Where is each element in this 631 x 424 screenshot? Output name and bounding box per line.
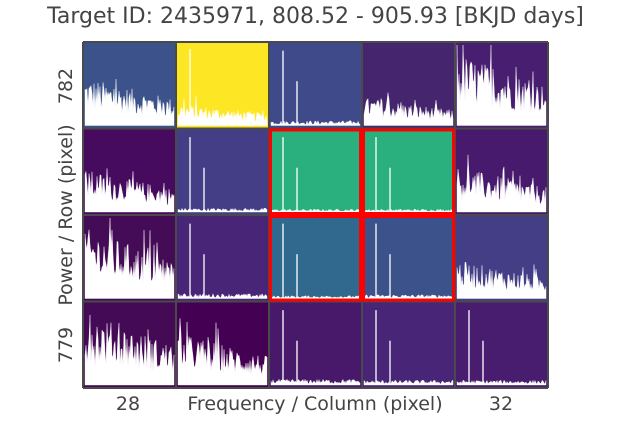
pixel-cell xyxy=(83,128,176,215)
pixel-cell xyxy=(83,42,176,129)
pixel-cell xyxy=(176,128,269,215)
pixel-cell-background xyxy=(176,128,269,215)
pixel-cell xyxy=(455,42,548,129)
aperture-mask-outline xyxy=(269,128,362,215)
power-spectrum xyxy=(270,120,361,126)
power-spectrum xyxy=(270,295,361,299)
aperture-mask-outline xyxy=(362,128,455,215)
pixel-cell-background xyxy=(269,301,362,388)
pixel-cell-background xyxy=(269,42,362,129)
pixel-cell xyxy=(362,128,455,215)
pixel-cell xyxy=(176,42,269,129)
pixel-cell xyxy=(455,128,548,215)
pixel-cell-background xyxy=(176,215,269,302)
pixel-cell xyxy=(269,128,362,215)
pixel-cell-background xyxy=(269,128,362,215)
power-spectrum xyxy=(456,379,547,386)
pixel-cell-background xyxy=(269,215,362,302)
power-spectrum xyxy=(84,314,175,386)
pixel-cell xyxy=(83,301,176,388)
pixel-cell xyxy=(455,215,548,302)
power-spectrum xyxy=(177,293,268,299)
pixel-cell xyxy=(176,301,269,388)
power-spectrum xyxy=(84,79,175,126)
power-spectrum xyxy=(456,44,547,126)
power-spectrum xyxy=(270,378,361,386)
power-spectrum xyxy=(270,208,361,213)
power-spectrum xyxy=(84,168,175,213)
power-spectrum xyxy=(456,261,547,299)
aperture-mask-outline xyxy=(362,215,455,302)
pixel-cell-background xyxy=(362,301,455,388)
pixel-cell xyxy=(455,301,548,388)
pixel-cell xyxy=(269,215,362,302)
power-spectrum xyxy=(177,207,268,213)
pixel-cell xyxy=(176,215,269,302)
power-spectrum xyxy=(363,379,454,386)
pixel-cell xyxy=(362,215,455,302)
power-spectrum xyxy=(456,154,547,213)
pixel-cell xyxy=(83,215,176,302)
pixel-cell xyxy=(362,301,455,388)
pixel-cell-background xyxy=(362,215,455,302)
power-spectrum xyxy=(177,318,268,386)
power-spectrum xyxy=(84,217,175,299)
pixel-cell xyxy=(269,301,362,388)
x-tick-label: 32 xyxy=(488,393,514,415)
pixel-cell-background xyxy=(362,128,455,215)
aperture-mask-outline xyxy=(269,215,362,302)
x-axis-label: Frequency / Column (pixel) xyxy=(187,393,443,415)
pixel-cell xyxy=(362,42,455,129)
pixel-cell-background xyxy=(455,301,548,388)
x-tick-label: 28 xyxy=(115,393,141,415)
chart-title: Target ID: 2435971, 808.52 - 905.93 [BKJ… xyxy=(47,4,584,29)
power-spectrum xyxy=(363,92,454,126)
power-spectrum xyxy=(177,95,268,126)
power-spectrum xyxy=(363,294,454,299)
pixel-cell xyxy=(269,42,362,129)
power-spectrum xyxy=(363,208,454,213)
